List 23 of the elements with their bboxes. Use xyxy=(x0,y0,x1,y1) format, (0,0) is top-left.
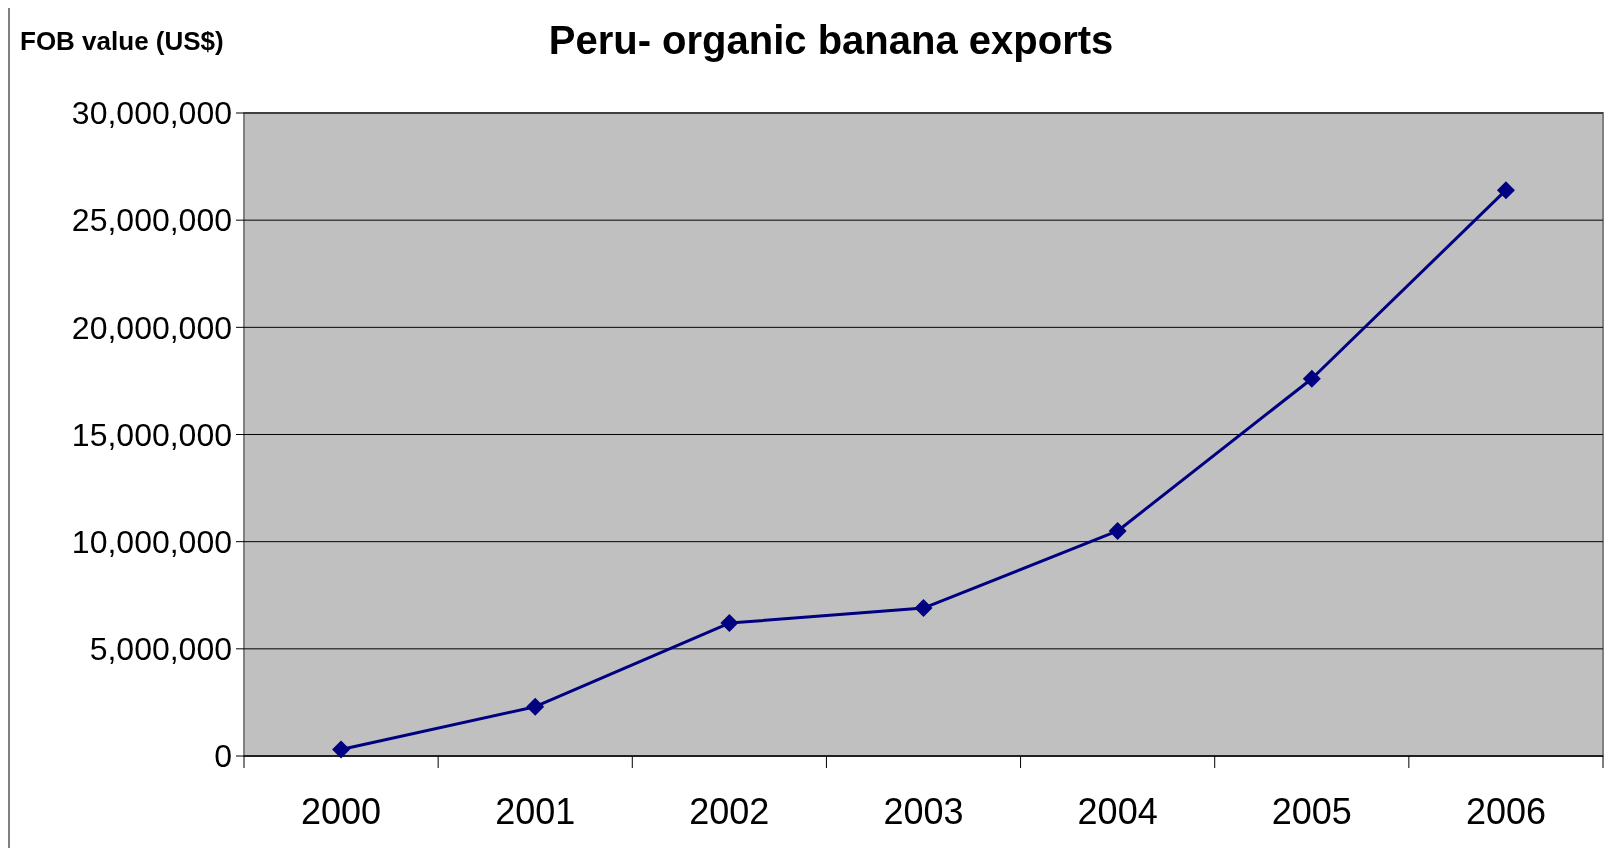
x-tick-label: 2002 xyxy=(689,791,770,832)
y-tick-label: 20,000,000 xyxy=(71,309,232,346)
y-axis-title: FOB value (US$) xyxy=(20,26,224,56)
x-tick-label: 2000 xyxy=(301,791,382,832)
point xyxy=(332,740,351,759)
x-tick-label: 2005 xyxy=(1271,791,1352,832)
point xyxy=(1302,369,1321,388)
x-tick-label: 2004 xyxy=(1077,791,1158,832)
chart-title: Peru- organic banana exports xyxy=(548,18,1114,62)
point xyxy=(526,697,545,716)
y-tick-label: 25,000,000 xyxy=(71,202,232,239)
point xyxy=(1108,521,1127,540)
x-tick-label: 2001 xyxy=(495,791,576,832)
y-tick-label: 15,000,000 xyxy=(71,416,232,453)
x-tick-label: 2006 xyxy=(1465,791,1546,832)
point xyxy=(1496,181,1515,200)
y-tick-label: 0 xyxy=(214,738,232,775)
point xyxy=(914,599,933,618)
y-tick-label: 5,000,000 xyxy=(89,631,232,668)
point xyxy=(720,614,739,633)
y-tick-label: 30,000,000 xyxy=(71,95,232,132)
y-tick-label: 10,000,000 xyxy=(71,523,232,560)
x-tick-label: 2003 xyxy=(883,791,964,832)
